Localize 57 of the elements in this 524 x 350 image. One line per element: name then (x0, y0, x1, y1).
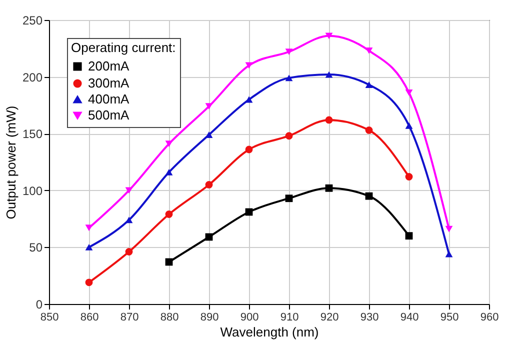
legend-title: Operating current: (71, 40, 176, 55)
point (405, 89, 413, 96)
point (125, 216, 133, 224)
x-axis-title: Wavelength (nm) (220, 324, 319, 340)
point (85, 278, 93, 286)
y-tick-label: 150 (22, 127, 43, 142)
point (285, 194, 293, 202)
point (125, 248, 133, 256)
x-tick-label: 870 (120, 312, 139, 324)
point (125, 187, 133, 194)
point (285, 132, 293, 140)
point (365, 82, 373, 88)
x-tick-label: 860 (80, 312, 99, 324)
point (325, 184, 333, 192)
y-tick-label: 200 (22, 70, 43, 84)
legend-label: 500mA (88, 108, 130, 122)
point (165, 210, 173, 218)
point (365, 126, 373, 134)
x-tick-label: 940 (400, 312, 419, 324)
point (325, 32, 333, 40)
point (165, 169, 173, 176)
point (365, 47, 373, 54)
point (285, 48, 293, 56)
x-tick-label: 910 (280, 312, 299, 324)
x-tick-label: 950 (440, 312, 459, 324)
y-tick-label: 100 (22, 184, 43, 198)
point (245, 146, 253, 154)
point (205, 103, 213, 110)
point (85, 244, 93, 250)
legend-label: 300mA (88, 76, 130, 90)
point (205, 181, 213, 188)
point (405, 122, 413, 129)
x-tick-label: 890 (200, 312, 219, 324)
x-tick-label: 900 (240, 312, 259, 324)
point (445, 226, 453, 232)
point (245, 96, 253, 103)
point (405, 232, 413, 240)
y-tick-label: 250 (22, 14, 43, 28)
x-tick-label: 930 (360, 312, 379, 324)
x-tick-label: 960 (480, 312, 499, 324)
x-tick-label: 880 (160, 312, 179, 324)
x-tick-label: 920 (320, 312, 339, 324)
point (285, 74, 293, 82)
point (85, 224, 93, 232)
point (445, 250, 453, 258)
point (405, 173, 413, 180)
y-tick-label: 0 (36, 298, 43, 312)
point (325, 116, 333, 124)
y-axis-title: Output power (mW) (3, 106, 18, 220)
y-tick-label: 50 (29, 240, 43, 255)
legend-label: 200mA (88, 58, 130, 74)
point (165, 140, 173, 148)
legend-label: 400mA (88, 92, 130, 106)
point (365, 192, 373, 200)
x-tick-label: 850 (40, 312, 59, 324)
point (245, 62, 253, 69)
point (325, 71, 333, 78)
